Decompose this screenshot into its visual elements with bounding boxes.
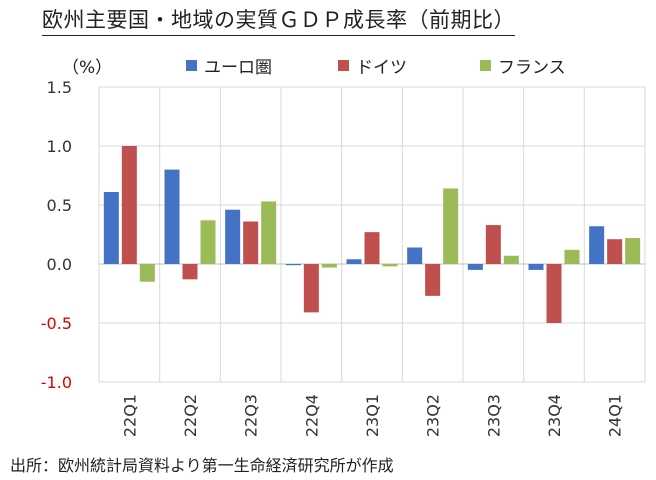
bar-germany: [425, 264, 441, 296]
bar-france: [321, 264, 337, 268]
y-tick-label: 1.5: [47, 78, 72, 97]
bar-france: [443, 188, 459, 264]
legend-label: ドイツ: [356, 58, 407, 78]
y-tick-label: -0.5: [41, 314, 72, 333]
y-tick-label: 0.0: [47, 255, 72, 274]
bar-france: [382, 264, 398, 267]
x-tick-label: 23Q1: [363, 394, 382, 437]
bar-france: [503, 255, 519, 264]
bar-euro: [528, 264, 544, 270]
bar-germany: [243, 221, 259, 264]
bar-euro: [225, 209, 241, 264]
grid-lines: [98, 86, 646, 383]
bar-germany: [485, 225, 501, 264]
bar-germany: [607, 239, 623, 264]
bar-germany: [303, 264, 319, 313]
unit-label: （%）: [62, 58, 112, 78]
chart-title: 欧州主要国・地域の実質ＧＤＰ成長率（前期比）: [42, 4, 515, 36]
x-tick-labels: 22Q1 22Q2 22Q3 22Q4 23Q1 23Q2 23Q3 23Q4 24Q1: [120, 394, 624, 437]
bar-germany: [121, 146, 137, 264]
bar-france: [261, 201, 277, 264]
x-tick-label: 23Q3: [484, 394, 503, 437]
x-tick-label: 23Q4: [545, 394, 564, 437]
bar-euro: [164, 169, 180, 264]
bars: [103, 146, 641, 323]
bar-france: [625, 238, 641, 264]
bar-germany: [546, 264, 562, 323]
x-tick-label: 22Q1: [120, 394, 139, 437]
legend-swatch: [338, 60, 349, 71]
bar-germany: [364, 232, 380, 264]
x-tick-label: 23Q2: [424, 394, 443, 437]
x-tick-label: 22Q4: [302, 394, 321, 437]
bar-france: [200, 220, 216, 264]
x-tick-label: 24Q1: [606, 394, 625, 437]
legend-label: フランス: [498, 58, 566, 78]
bar-euro: [285, 264, 301, 266]
bar-euro: [467, 264, 483, 270]
bar-france: [564, 249, 580, 264]
bar-euro: [103, 192, 119, 264]
bar-euro: [346, 259, 362, 264]
y-tick-label: 1.0: [47, 137, 72, 156]
bar-france: [139, 264, 155, 282]
legend: （%） ユーロ圏 ドイツ フランス: [62, 58, 566, 78]
bar-euro: [407, 247, 423, 264]
bar-chart: 1.5 1.0 0.5 0.0 -0.5 -1.0 22Q1 22Q2 22Q3 22Q4 23Q…: [41, 58, 646, 437]
source-note: 出所：欧州統計局資料より第一生命経済研究所が作成: [10, 456, 394, 475]
y-tick-label: -1.0: [41, 373, 72, 392]
legend-label: ユーロ圏: [204, 58, 272, 78]
y-tick-labels: 1.5 1.0 0.5 0.0 -0.5 -1.0: [41, 78, 72, 392]
y-tick-label: 0.5: [47, 196, 72, 215]
bar-germany: [182, 264, 198, 280]
legend-swatch: [480, 60, 491, 71]
bar-euro: [589, 226, 605, 264]
legend-swatch: [186, 60, 197, 71]
x-tick-label: 22Q3: [242, 394, 261, 437]
x-tick-label: 22Q2: [181, 394, 200, 437]
